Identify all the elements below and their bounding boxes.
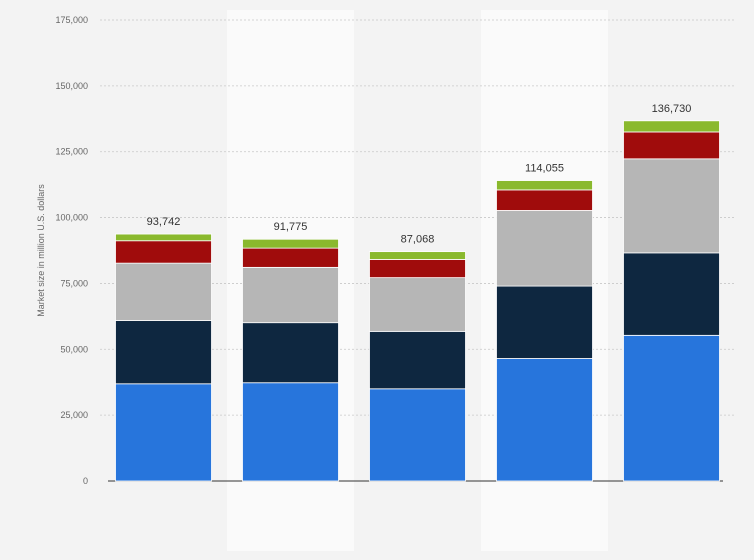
bar-segment[interactable] [242,382,339,482]
y-tick-label: 100,000 [55,213,88,223]
y-tick-label: 0 [83,476,88,486]
bar-segment[interactable] [369,259,466,279]
bar-segment[interactable] [496,358,593,482]
y-tick-label: 25,000 [60,410,88,420]
bar-segment[interactable] [115,262,212,321]
bar-segment[interactable] [115,233,212,242]
bar-segment[interactable] [242,247,339,268]
bar-segment[interactable] [242,322,339,384]
bar-segment[interactable] [115,320,212,385]
y-tick-label: 175,000 [55,15,88,25]
y-axis-title: Market size in million U.S. dollars [36,184,46,317]
y-tick-label: 50,000 [60,344,88,354]
bar-total-label: 136,730 [652,103,692,115]
y-tick-label: 150,000 [55,81,88,91]
bar-segment[interactable] [496,210,593,287]
bar-segment[interactable] [242,238,339,249]
bar-segment[interactable] [369,251,466,260]
bar-segment[interactable] [623,120,720,133]
y-tick-label: 75,000 [60,278,88,288]
bar-segment[interactable] [496,189,593,211]
bar-total-label: 91,775 [274,221,308,233]
bar-segment[interactable] [623,158,720,254]
bar-segment[interactable] [369,330,466,390]
y-tick-label: 125,000 [55,147,88,157]
bar-segment[interactable] [242,266,339,324]
bar-segment[interactable] [369,388,466,482]
bar-segment[interactable] [115,240,212,264]
bar-segment[interactable] [623,334,720,482]
bar-segment[interactable] [369,277,466,332]
bar-segment[interactable] [623,252,720,336]
bar-segment[interactable] [496,285,593,359]
bar-segment[interactable] [623,131,720,160]
bar-segment[interactable] [115,383,212,482]
bar-total-label: 114,055 [525,163,564,175]
bar-total-label: 87,068 [401,234,435,246]
bar-segment[interactable] [496,180,593,191]
bar-total-label: 93,742 [147,216,181,228]
